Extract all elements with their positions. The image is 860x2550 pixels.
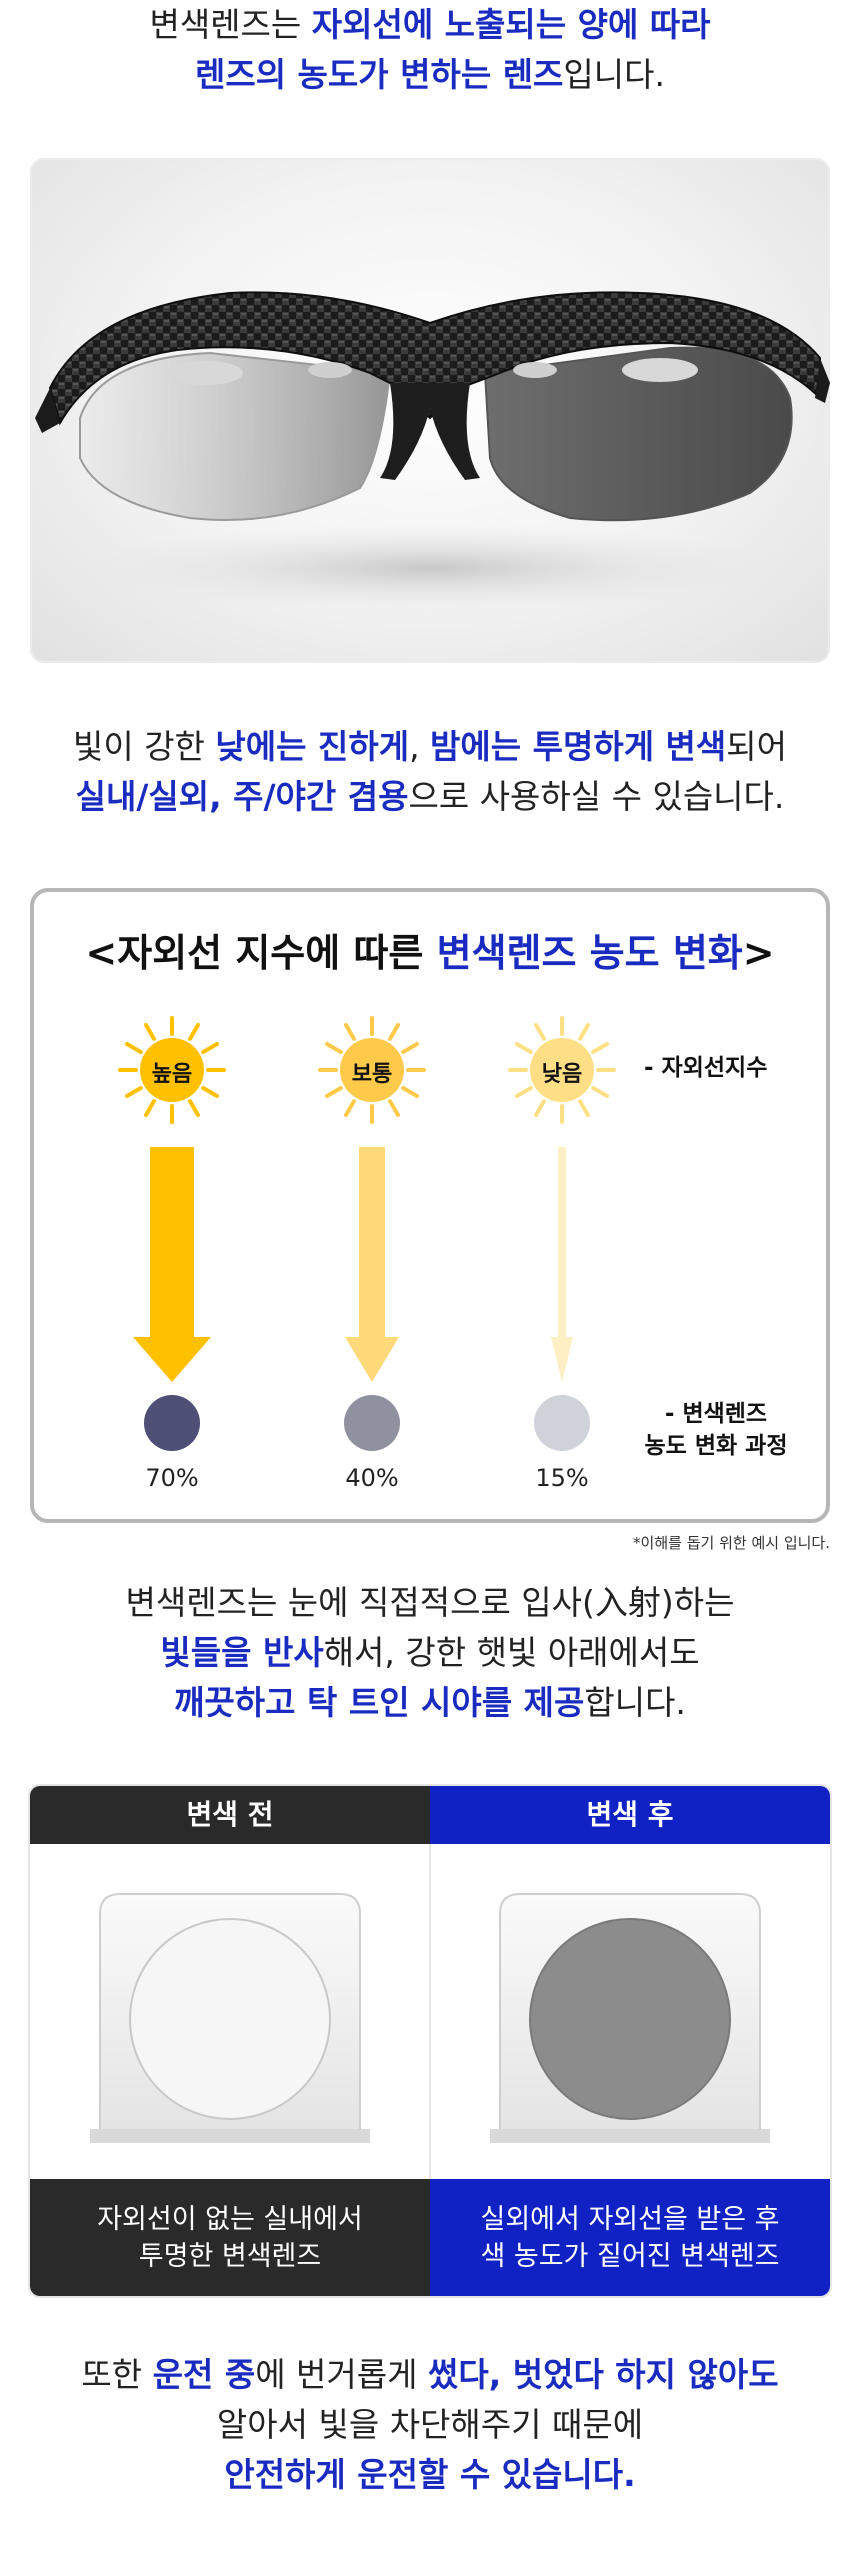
reflect-highlight: 깨끗하고 탁 트인 시야를 제공 xyxy=(174,1683,585,1722)
driving-paragraph: 또한 운전 중에 번거롭게 썼다, 벗었다 하지 않아도 알아서 빛을 차단해주… xyxy=(0,2350,860,2500)
driving-highlight: 썼다, 벗었다 하지 않아도 xyxy=(427,2355,779,2394)
arrow-low xyxy=(551,1147,573,1382)
before-after-comparison: 변색 전 자외선이 없는 실내에서 투명한 변색렌즈 변색 후 xyxy=(30,1786,830,2296)
sun-icon-high xyxy=(118,1016,226,1124)
reflect-line-3: 깨끗하고 탁 트인 시야를 제공합니다. xyxy=(0,1678,860,1728)
before-caption-line-2: 투명한 변색렌즈 xyxy=(138,2240,322,2272)
density-percent-low: 15% xyxy=(535,1464,589,1492)
day-night-highlight: 낮에는 진하게 xyxy=(215,727,410,766)
day-night-text: 으로 사용하실 수 있습니다. xyxy=(408,777,785,816)
uv-arrows-layer xyxy=(118,1016,616,1382)
arrow-high xyxy=(133,1147,211,1382)
after-caption-line-1: 실외에서 자외선을 받은 후 xyxy=(480,2203,780,2235)
density-percent-high: 70% xyxy=(145,1464,199,1492)
uv-level-label-medium: 보통 xyxy=(351,1062,393,1087)
before-header: 변색 전 xyxy=(30,1786,430,1844)
intro-line-2: 렌즈의 농도가 변하는 렌즈입니다. xyxy=(0,50,860,100)
reflect-highlight: 빛들을 반사 xyxy=(160,1633,324,1672)
driving-text: 에 번거롭게 xyxy=(255,2355,428,2394)
infographic-title-text: > xyxy=(742,931,775,975)
before-caption: 자외선이 없는 실내에서 투명한 변색렌즈 xyxy=(30,2179,430,2296)
lens-density-label: - 변색렌즈 농도 변화 과정 xyxy=(626,1398,806,1462)
uv-level-label-high: 높음 xyxy=(151,1062,193,1087)
day-night-highlight: 밤에는 투명하게 변색 xyxy=(430,727,727,766)
sun-icon-low xyxy=(508,1016,616,1124)
day-night-text: , xyxy=(409,727,431,766)
day-night-line-2: 실내/실외, 주/야간 겸용으로 사용하실 수 있습니다. xyxy=(0,772,860,822)
column-divider xyxy=(429,1844,431,2179)
reflect-text: 해서, 강한 햇빛 아래에서도 xyxy=(323,1633,700,1672)
reflect-line-1: 변색렌즈는 눈에 직접적으로 입사(入射)하는 xyxy=(125,1583,735,1622)
sun-icon-medium xyxy=(318,1016,426,1124)
intro-highlight: 자외선에 노출되는 양에 따라 xyxy=(311,5,711,44)
uv-lens-density-infographic: <자외선 지수에 따른 변색렌즈 농도 변화> 높음 보통 낮음 - 자외선지수… xyxy=(30,888,830,1523)
day-night-line-1: 빛이 강한 낮에는 진하게, 밤에는 투명하게 변색되어 xyxy=(0,722,860,772)
driving-line-1: 또한 운전 중에 번거롭게 썼다, 벗었다 하지 않아도 xyxy=(0,2350,860,2400)
after-column: 변색 후 실외에서 자외선을 받은 후 색 농도가 짙어진 변색렌즈 xyxy=(430,1786,830,2296)
clear-lens-sample-image xyxy=(90,1893,370,2143)
after-caption-line-2: 색 농도가 짙어진 변색렌즈 xyxy=(480,2240,780,2272)
uv-index-label: - 자외선지수 xyxy=(644,1055,768,1081)
day-night-paragraph: 빛이 강한 낮에는 진하게, 밤에는 투명하게 변색되어 실내/실외, 주/야간… xyxy=(0,722,860,822)
reflect-text: 합니다. xyxy=(584,1683,686,1722)
arrow-medium xyxy=(345,1147,399,1382)
lens-density-circle-medium xyxy=(344,1395,400,1451)
intro-text: 입니다. xyxy=(563,55,665,94)
infographic-title-highlight: 변색렌즈 농도 변화 xyxy=(436,931,743,975)
before-column: 변색 전 자외선이 없는 실내에서 투명한 변색렌즈 xyxy=(30,1786,430,2296)
after-caption: 실외에서 자외선을 받은 후 색 농도가 짙어진 변색렌즈 xyxy=(430,2179,830,2296)
after-header: 변색 후 xyxy=(430,1786,830,1844)
driving-text: 또한 xyxy=(81,2355,153,2394)
driving-highlight: 운전 중 xyxy=(152,2355,256,2394)
day-night-text: 되어 xyxy=(726,727,787,766)
before-caption-line-1: 자외선이 없는 실내에서 xyxy=(97,2203,363,2235)
lens-density-circle-high xyxy=(144,1395,200,1451)
sunglasses-illustration xyxy=(35,291,830,613)
density-percent-medium: 40% xyxy=(345,1464,399,1492)
lens-density-circle-low xyxy=(534,1395,590,1451)
day-night-text: 빛이 강한 xyxy=(72,727,216,766)
sunglasses-photo xyxy=(30,158,830,663)
reflect-line-2: 빛들을 반사해서, 강한 햇빛 아래에서도 xyxy=(0,1628,860,1678)
driving-line-2: 알아서 빛을 차단해주기 때문에 xyxy=(216,2405,644,2444)
intro-paragraph: 변색렌즈는 자외선에 노출되는 양에 따라 렌즈의 농도가 변하는 렌즈입니다. xyxy=(0,0,860,100)
uv-level-label-low: 낮음 xyxy=(541,1062,583,1087)
intro-text: 변색렌즈는 xyxy=(149,5,312,44)
lens-density-label-line-2: 농도 변화 과정 xyxy=(644,1433,788,1459)
tinted-lens-sample-image xyxy=(490,1893,770,2143)
infographic-title: <자외선 지수에 따른 변색렌즈 농도 변화> xyxy=(34,922,826,977)
example-note: *이해를 돕기 위한 예시 입니다. xyxy=(633,1534,830,1552)
day-night-highlight: 실내/실외, 주/야간 겸용 xyxy=(75,777,409,816)
lens-density-label-line-1: - 변색렌즈 xyxy=(664,1401,768,1427)
infographic-title-text: <자외선 지수에 따른 xyxy=(85,931,437,975)
intro-highlight: 렌즈의 농도가 변하는 렌즈 xyxy=(194,55,564,94)
driving-line-3: 안전하게 운전할 수 있습니다. xyxy=(224,2455,636,2494)
reflect-paragraph: 변색렌즈는 눈에 직접적으로 입사(入射)하는 빛들을 반사해서, 강한 햇빛 … xyxy=(0,1578,860,1728)
intro-line-1: 변색렌즈는 자외선에 노출되는 양에 따라 xyxy=(0,0,860,50)
